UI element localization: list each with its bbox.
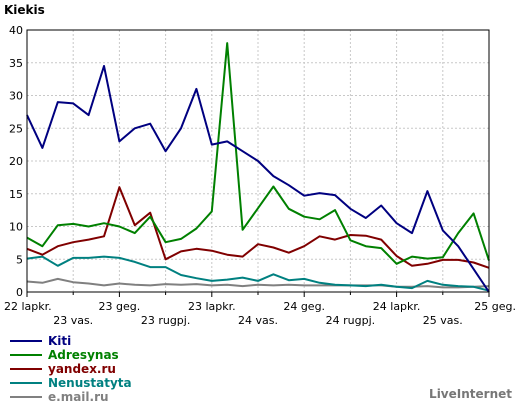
legend-item: Nenustatyta [10, 376, 132, 390]
legend-label: Adresynas [48, 348, 119, 362]
y-tick-label: 10 [9, 221, 23, 234]
x-tick-label: 23 lapkr. [188, 300, 236, 313]
y-tick-labels: 0 5 10 15 20 25 30 35 40 [9, 24, 23, 299]
series-lines [26, 42, 490, 293]
line-chart: 0 5 10 15 20 25 30 35 40 22 lapkr. 23 geg. 23 lapk… [4, 24, 516, 327]
legend-item: yandex.ru [10, 362, 132, 376]
legend: Kiti Adresynas yandex.ru Nenustatyta e.m… [10, 334, 132, 404]
y-tick-label: 30 [9, 90, 23, 103]
chart-title: Kiekis [4, 3, 45, 17]
y-tick-label: 25 [9, 122, 23, 135]
x-tick-label: 23 vas. [53, 314, 93, 327]
y-tick-label: 40 [9, 24, 23, 37]
legend-label: e.mail.ru [48, 390, 109, 404]
plot-frame [26, 29, 490, 293]
x-tick-label: 25 geg. [474, 300, 516, 313]
series-line-yandex-ru [26, 186, 490, 269]
x-tick-label: 25 vas. [423, 314, 463, 327]
series-line-e-mail-ru [26, 277, 490, 289]
y-tick-label: 0 [16, 286, 23, 299]
y-tick-label: 5 [16, 253, 23, 266]
legend-swatch [10, 368, 42, 370]
x-tick-label: 24 geg. [283, 300, 325, 313]
series-line-adresynas [26, 42, 490, 265]
legend-item: Adresynas [10, 348, 132, 362]
x-tick-label: 23 rugpj. [141, 314, 191, 327]
y-tick-label: 15 [9, 188, 23, 201]
brand-label: LiveInternet [429, 387, 512, 401]
legend-swatch [10, 396, 42, 398]
legend-swatch [10, 340, 42, 342]
x-tick-labels: 22 lapkr. 23 geg. 23 lapkr. 24 geg. 24 lapkr… [4, 292, 516, 327]
legend-swatch [10, 354, 42, 356]
legend-label: Kiti [48, 334, 72, 348]
series-line-kiti [26, 65, 490, 293]
x-tick-label: 22 lapkr. [4, 300, 52, 313]
x-tick-label: 24 vas. [238, 314, 278, 327]
legend-label: yandex.ru [48, 362, 116, 376]
legend-item: Kiti [10, 334, 132, 348]
legend-swatch [10, 382, 42, 384]
x-tick-label: 23 geg. [99, 300, 141, 313]
x-tick-label: 24 rugpj. [326, 314, 376, 327]
series-line-nenustatyta [26, 255, 490, 292]
x-tick-label: 24 lapkr. [373, 300, 421, 313]
legend-item: e.mail.ru [10, 390, 132, 404]
legend-label: Nenustatyta [48, 376, 132, 390]
y-tick-label: 35 [9, 57, 23, 70]
y-tick-label: 20 [9, 155, 23, 168]
